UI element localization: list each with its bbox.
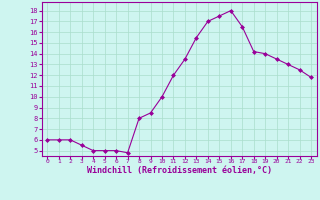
X-axis label: Windchill (Refroidissement éolien,°C): Windchill (Refroidissement éolien,°C)	[87, 166, 272, 175]
